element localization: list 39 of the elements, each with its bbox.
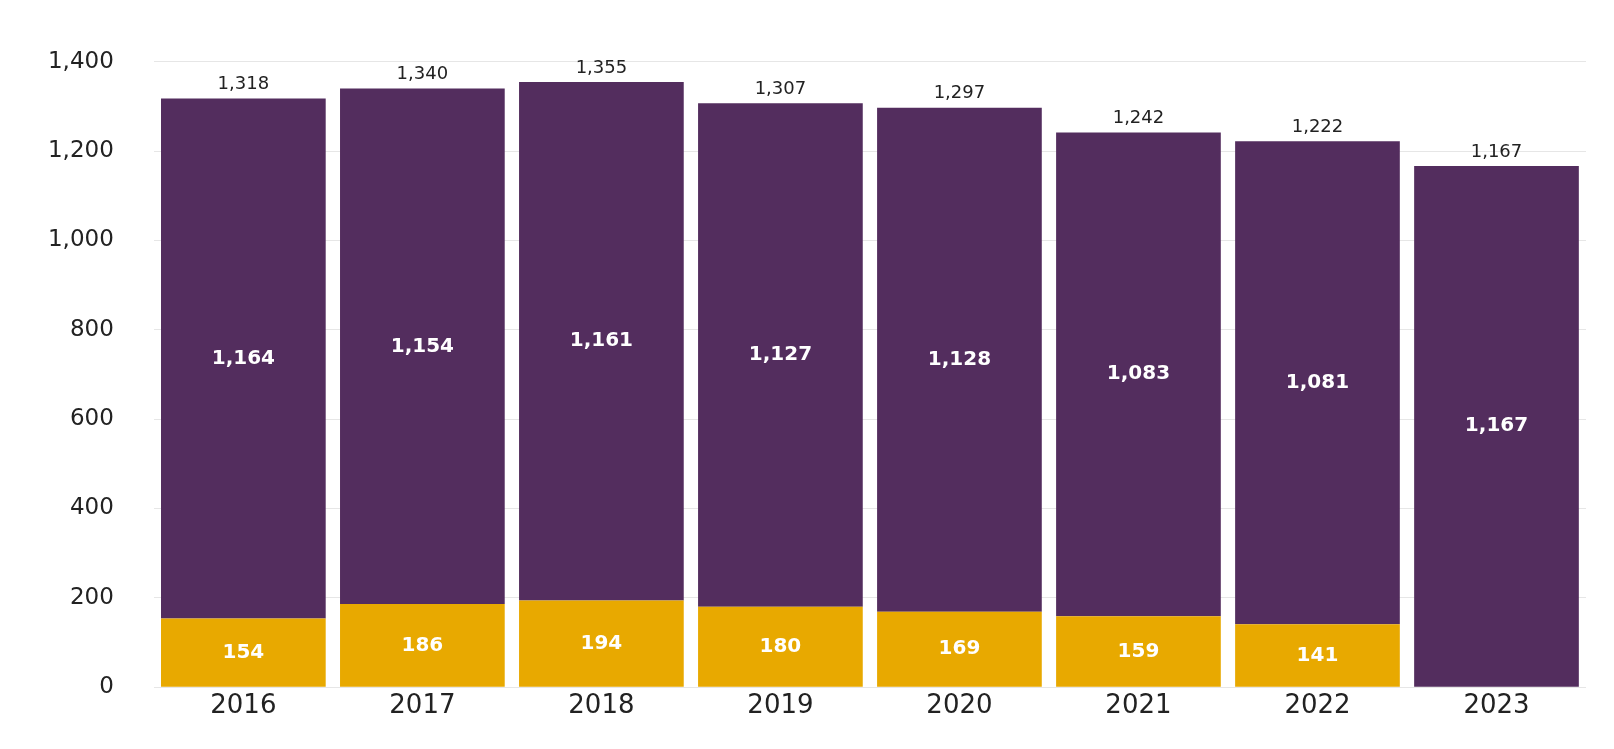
x-tick-label: 2020 — [926, 688, 993, 719]
data-label: 1,164 — [211, 344, 275, 369]
data-label: 180 — [759, 632, 802, 657]
y-tick-label: 1,000 — [47, 225, 114, 252]
y-tick-label: 1,400 — [47, 46, 114, 73]
total-label: 1,340 — [396, 62, 449, 84]
data-label: 186 — [401, 631, 444, 656]
x-tick-label: 2022 — [1284, 688, 1351, 719]
y-tick-label: 1,200 — [47, 136, 114, 163]
y-tick-label: 800 — [69, 314, 114, 341]
data-label: 1,127 — [748, 341, 813, 366]
total-label: 1,355 — [575, 55, 628, 77]
x-tick-label: 2017 — [389, 688, 456, 719]
total-label: 1,167 — [1470, 139, 1523, 161]
y-tick-label: 0 — [99, 672, 114, 699]
y-tick-label: 200 — [69, 582, 114, 609]
data-label: 1,167 — [1464, 412, 1529, 437]
data-label: 194 — [580, 629, 623, 654]
x-tick-label: 2018 — [568, 688, 635, 719]
data-label: 169 — [938, 635, 981, 660]
x-tick-label: 2023 — [1463, 688, 1530, 719]
y-tick-label: 600 — [69, 404, 114, 431]
data-label: 1,081 — [1285, 368, 1350, 393]
data-label: 1,161 — [569, 327, 634, 352]
x-tick-label: 2016 — [210, 688, 277, 719]
data-label: 159 — [1117, 637, 1160, 662]
total-label: 1,297 — [933, 81, 986, 103]
total-label: 1,318 — [217, 72, 270, 94]
x-tick-label: 2019 — [747, 688, 814, 719]
total-label: 1,307 — [754, 77, 807, 99]
total-label: 1,222 — [1291, 114, 1344, 136]
data-label: 1,154 — [390, 332, 455, 357]
y-tick-label: 400 — [69, 493, 114, 520]
data-label: 154 — [222, 638, 265, 663]
data-label: 141 — [1296, 641, 1339, 666]
data-label: 1,083 — [1106, 360, 1171, 385]
data-label: 1,128 — [927, 345, 992, 370]
x-tick-label: 2021 — [1105, 688, 1172, 719]
total-label: 1,242 — [1112, 106, 1165, 128]
